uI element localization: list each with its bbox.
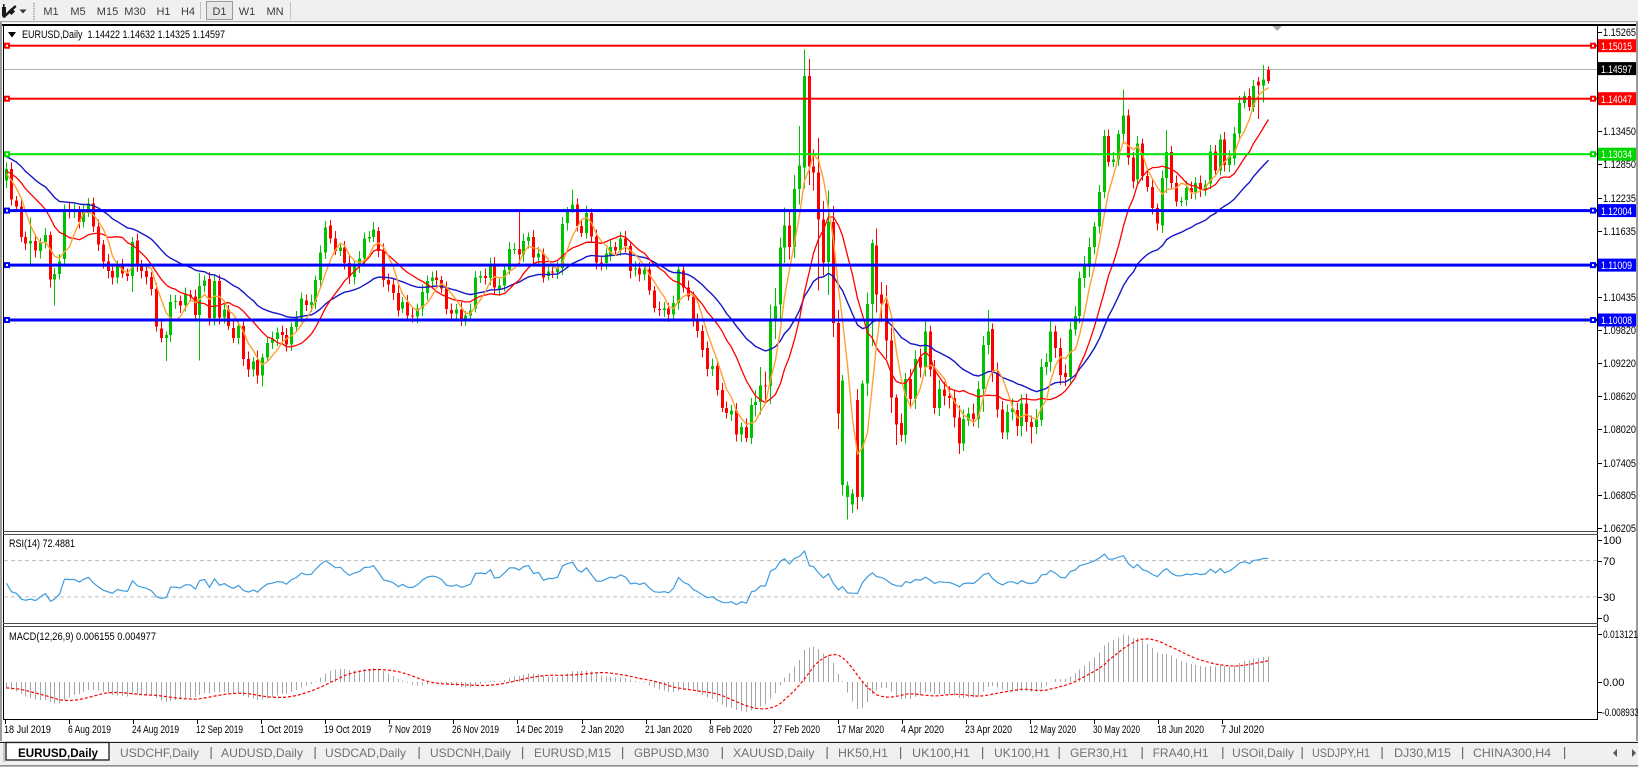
svg-text:DJ30,M15: DJ30,M15 [1394,746,1451,760]
svg-text:GER30,H1: GER30,H1 [1070,746,1128,760]
svg-text:12 May 2020: 12 May 2020 [1029,724,1076,736]
svg-text:XAUUSD,Daily: XAUUSD,Daily [733,746,815,760]
svg-text:2 Jan 2020: 2 Jan 2020 [581,724,624,736]
svg-text:1.08020: 1.08020 [1603,424,1636,436]
svg-text:1.08620: 1.08620 [1603,391,1636,403]
svg-text:EURUSD,Daily 1.14422 1.14632: EURUSD,Daily 1.14422 1.14632 1.14325 1.1… [22,29,225,41]
svg-text:1.15015: 1.15015 [1601,41,1632,53]
svg-text:21 Jan 2020: 21 Jan 2020 [645,724,692,736]
svg-text:1.09820: 1.09820 [1603,325,1636,337]
svg-text:23 Apr 2020: 23 Apr 2020 [965,724,1012,736]
svg-text:18 Jun 2020: 18 Jun 2020 [1157,724,1204,736]
svg-text:EURUSD,Daily: EURUSD,Daily [18,746,98,760]
svg-text:D1: D1 [212,6,226,18]
svg-text:1.10435: 1.10435 [1603,292,1636,304]
svg-text:MACD(12,26,9) 0.006155 0.00497: MACD(12,26,9) 0.006155 0.004977 [9,631,156,643]
svg-text:USDJPY,H1: USDJPY,H1 [1312,746,1370,760]
svg-text:H1: H1 [156,6,170,18]
svg-text:UK100,H1: UK100,H1 [912,746,970,760]
svg-text:1.06205: 1.06205 [1603,523,1636,535]
svg-text:-0.008933: -0.008933 [1602,707,1638,719]
svg-text:GBPUSD,M30: GBPUSD,M30 [634,746,709,760]
svg-text:100: 100 [1603,535,1621,547]
svg-text:EURUSD,M15: EURUSD,M15 [534,746,611,760]
svg-text:1.12850: 1.12850 [1603,159,1636,171]
svg-text:1.14047: 1.14047 [1601,94,1632,106]
svg-text:0.013121: 0.013121 [1603,629,1638,641]
svg-text:1.12235: 1.12235 [1603,193,1636,205]
svg-text:30 May 2020: 30 May 2020 [1093,724,1140,736]
svg-text:26 Nov 2019: 26 Nov 2019 [452,724,499,736]
svg-text:1.14597: 1.14597 [1601,64,1632,76]
svg-text:19 Oct 2019: 19 Oct 2019 [324,724,371,736]
svg-text:1.09220: 1.09220 [1603,358,1636,370]
svg-text:USDCAD,Daily: USDCAD,Daily [325,746,406,760]
svg-text:W1: W1 [239,6,256,18]
svg-text:1.10008: 1.10008 [1601,315,1632,327]
svg-text:1.11635: 1.11635 [1603,226,1636,238]
svg-text:1.15265: 1.15265 [1603,27,1636,39]
svg-text:1 Oct 2019: 1 Oct 2019 [260,724,303,736]
svg-text:6 Aug 2019: 6 Aug 2019 [68,724,111,736]
svg-text:USDCNH,Daily: USDCNH,Daily [430,746,511,760]
svg-text:1.11009: 1.11009 [1601,260,1632,272]
svg-text:1.12004: 1.12004 [1601,206,1632,218]
svg-text:1.13034: 1.13034 [1601,149,1632,161]
svg-text:30: 30 [1603,592,1615,604]
svg-text:AUDUSD,Daily: AUDUSD,Daily [221,746,303,760]
svg-text:18 Jul 2019: 18 Jul 2019 [4,724,51,736]
svg-text:UK100,H1: UK100,H1 [994,746,1050,760]
svg-text:CHINA300,H4: CHINA300,H4 [1473,746,1551,760]
svg-text:M5: M5 [70,6,85,18]
svg-text:4 Apr 2020: 4 Apr 2020 [901,724,944,736]
svg-text:70: 70 [1603,556,1615,568]
svg-text:12 Sep 2019: 12 Sep 2019 [196,724,243,736]
svg-text:H4: H4 [181,6,195,18]
svg-text:1.06805: 1.06805 [1603,490,1636,502]
svg-text:24 Aug 2019: 24 Aug 2019 [132,724,179,736]
svg-text:M15: M15 [97,6,118,18]
svg-text:RSI(14) 72.4881: RSI(14) 72.4881 [9,538,75,550]
svg-text:14 Dec 2019: 14 Dec 2019 [516,724,563,736]
svg-text:1.07405: 1.07405 [1603,458,1636,470]
svg-text:0: 0 [1603,613,1609,625]
svg-text:FRA40,H1: FRA40,H1 [1153,746,1209,760]
svg-text:M30: M30 [124,6,145,18]
svg-text:HK50,H1: HK50,H1 [838,746,888,760]
svg-text:M1: M1 [43,6,58,18]
svg-text:17 Mar 2020: 17 Mar 2020 [837,724,884,736]
svg-text:27 Feb 2020: 27 Feb 2020 [773,724,820,736]
svg-text:MN: MN [266,6,283,18]
svg-text:USOil,Daily: USOil,Daily [1232,746,1294,760]
svg-text:7 Jul 2020: 7 Jul 2020 [1221,724,1264,736]
svg-text:0.00: 0.00 [1603,677,1624,689]
svg-text:USDCHF,Daily: USDCHF,Daily [120,746,199,760]
svg-text:7 Nov 2019: 7 Nov 2019 [388,724,431,736]
svg-text:8 Feb 2020: 8 Feb 2020 [709,724,752,736]
svg-text:1.13450: 1.13450 [1603,126,1636,138]
